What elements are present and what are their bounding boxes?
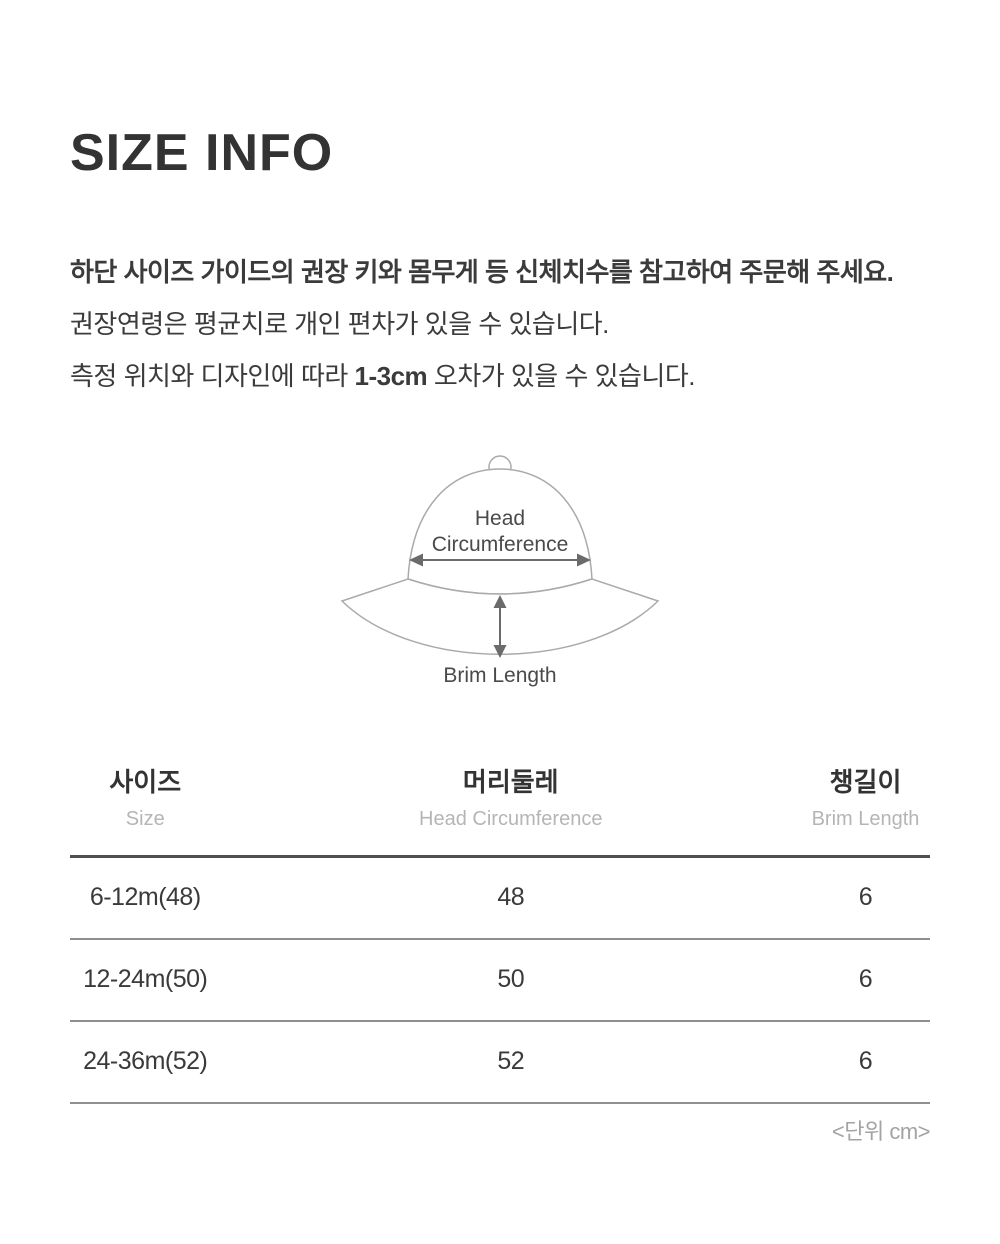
hat-crown: [407, 468, 593, 595]
arrowheads: [409, 553, 591, 658]
column-header-head-circumference-en: Head Circumference: [419, 808, 603, 830]
description-block: 하단 사이즈 가이드의 권장 키와 몸무게 등 신체치수를 참고하여 주문해 주…: [70, 246, 930, 402]
cell-head-circumference: 48: [220, 856, 801, 940]
measurement-arrows: [420, 559, 580, 648]
arrowhead-right-icon: [577, 553, 591, 567]
size-table-header: 사이즈 Size 머리둘레 Head Circumference 챙길이 Bri…: [70, 762, 930, 858]
table-row: 24-36m(52) 52 6: [70, 1020, 930, 1104]
description-line-3: 측정 위치와 디자인에 따라 1-3cm 오차가 있을 수 있습니다.: [70, 350, 930, 402]
column-header-head-circumference: 머리둘레 Head Circumference: [220, 762, 801, 858]
cell-size: 12-24m(50): [70, 938, 221, 1022]
column-header-size: 사이즈 Size: [70, 762, 221, 858]
description-line-1: 하단 사이즈 가이드의 권장 키와 몸무게 등 신체치수를 참고하여 주문해 주…: [70, 257, 894, 287]
table-row: 6-12m(48) 48 6: [70, 856, 930, 940]
size-info-page: SIZE INFO 하단 사이즈 가이드의 권장 키와 몸무게 등 신체치수를 …: [70, 124, 931, 1144]
description-line-2: 권장연령은 평균치로 개인 편차가 있을 수 있습니다.: [70, 309, 609, 339]
description-line-3-emphasis: 1-3cm: [354, 361, 428, 391]
head-circumference-label-line1: Head: [475, 507, 525, 530]
cell-brim-length: 6: [801, 938, 930, 1022]
brim-length-label: Brim Length: [443, 664, 556, 687]
arrowhead-down-icon: [493, 645, 507, 658]
column-header-size-kr: 사이즈: [109, 767, 182, 797]
cell-brim-length: 6: [801, 1020, 930, 1104]
hat-measurement-diagram: Head Circumference Brim Length: [340, 455, 660, 687]
unit-note: <단위 cm>: [831, 1118, 931, 1144]
size-table-body: 6-12m(48) 48 6 12-24m(50) 50 6 24-36m(52…: [70, 856, 930, 1104]
page-title: SIZE INFO: [70, 124, 334, 182]
header-row: 사이즈 Size 머리둘레 Head Circumference 챙길이 Bri…: [70, 762, 930, 858]
column-header-brim-length-kr: 챙길이: [829, 767, 902, 797]
cell-head-circumference: 52: [220, 1020, 801, 1104]
column-header-size-en: Size: [125, 808, 165, 830]
column-header-brim-length-en: Brim Length: [811, 808, 920, 830]
size-table: 사이즈 Size 머리둘레 Head Circumference 챙길이 Bri…: [70, 762, 930, 1104]
arrowhead-up-icon: [493, 595, 507, 608]
column-header-head-circumference-kr: 머리둘레: [462, 767, 559, 797]
cell-size: 24-36m(52): [70, 1020, 221, 1104]
head-circumference-label-line2: Circumference: [432, 533, 569, 556]
arrowhead-left-icon: [409, 553, 423, 567]
description-line-3-suffix: 오차가 있을 수 있습니다.: [427, 361, 696, 391]
table-row: 12-24m(50) 50 6: [70, 938, 930, 1022]
cell-head-circumference: 50: [220, 938, 801, 1022]
cell-size: 6-12m(48): [70, 856, 221, 940]
column-header-brim-length: 챙길이 Brim Length: [801, 762, 930, 858]
cell-brim-length: 6: [801, 856, 930, 940]
description-line-3-prefix: 측정 위치와 디자인에 따라: [70, 361, 355, 391]
